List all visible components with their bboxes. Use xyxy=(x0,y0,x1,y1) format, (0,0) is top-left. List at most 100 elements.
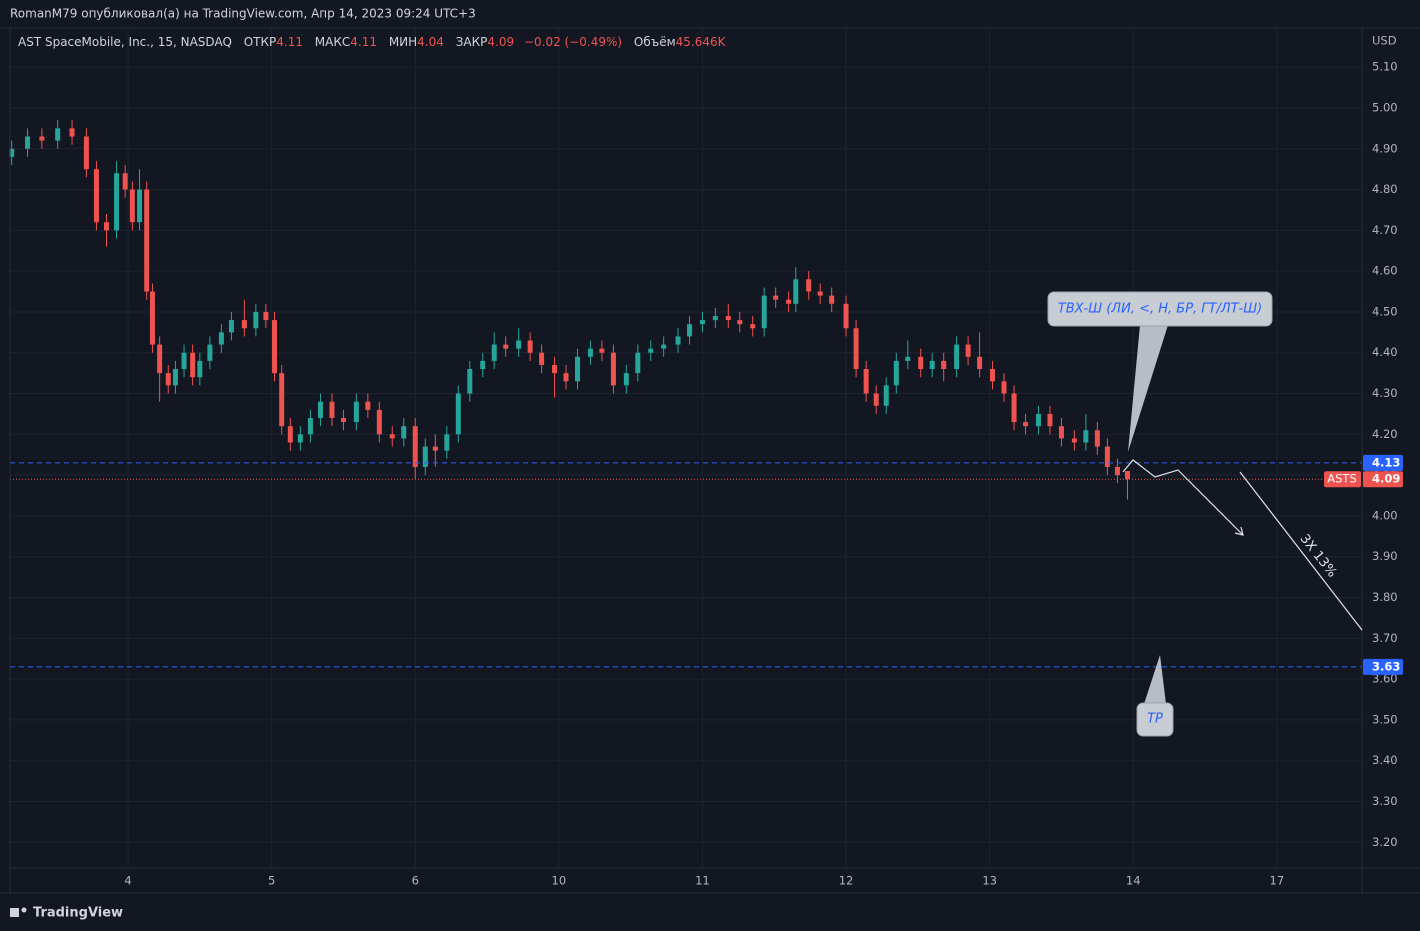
x-tick-label: 11 xyxy=(695,874,710,888)
candle-body xyxy=(263,311,269,321)
candle-body xyxy=(444,434,450,451)
y-tick-label: 4.30 xyxy=(1372,386,1398,400)
candle-body xyxy=(340,418,346,423)
tp-pointer xyxy=(1144,655,1166,704)
candle-body xyxy=(93,169,99,223)
candle-body xyxy=(297,434,303,443)
y-tick-label: 3.40 xyxy=(1372,753,1398,767)
y-tick-label: 5.10 xyxy=(1372,60,1398,74)
candle-body xyxy=(207,344,213,361)
callout-text: ТВХ-Ш (ЛИ, <, Н, БР, ГТ/ЛТ-Ш) xyxy=(1058,302,1263,317)
change: −0.02 (−0.49%) xyxy=(524,35,622,49)
candle-body xyxy=(817,291,823,296)
candle-body xyxy=(307,418,313,435)
candle-body xyxy=(941,360,947,370)
legend: AST SpaceMobile, Inc., 15, NASDAQ ОТКР4.… xyxy=(18,35,727,49)
candle-body xyxy=(157,344,163,374)
candle-body xyxy=(491,344,497,361)
low-value: 4.04 xyxy=(417,35,444,49)
symbol-tag-label: ASTS xyxy=(1327,472,1357,486)
high-value: 4.11 xyxy=(350,35,377,49)
candle-body xyxy=(725,316,731,321)
candle-body xyxy=(253,311,259,329)
open-label: ОТКР xyxy=(244,35,277,49)
candle-body xyxy=(675,336,681,345)
price-tag xyxy=(1363,471,1403,488)
candle-body xyxy=(241,320,247,329)
symbol[interactable]: AST SpaceMobile, Inc., 15, NASDAQ xyxy=(18,35,232,49)
tp-text: TP xyxy=(1147,712,1163,727)
candle-body xyxy=(467,369,473,394)
close-value: 4.09 xyxy=(487,35,514,49)
candle-body xyxy=(422,446,428,467)
candle-body xyxy=(55,128,61,141)
logo[interactable]: TradingView xyxy=(10,906,123,921)
price-tag xyxy=(1363,658,1403,675)
volume-label: Объём xyxy=(634,35,676,49)
candle-body xyxy=(401,426,407,439)
candle-body xyxy=(218,332,224,345)
tp-box xyxy=(1136,702,1174,737)
candle-body xyxy=(279,373,285,427)
y-tick-label: 5.00 xyxy=(1372,100,1398,114)
logo-mark xyxy=(10,908,19,917)
candle-body xyxy=(197,360,203,378)
candle-body xyxy=(893,360,899,386)
candle-body xyxy=(750,324,756,329)
candle-body xyxy=(432,446,438,451)
open-value: 4.11 xyxy=(276,35,303,49)
candle-body xyxy=(9,148,15,157)
candle-body xyxy=(389,434,395,439)
candle-body xyxy=(829,295,835,304)
candle-body xyxy=(687,324,693,337)
candle-body xyxy=(873,393,879,406)
candle-body xyxy=(144,189,150,292)
y-tick-label: 4.00 xyxy=(1372,508,1398,522)
x-tick-label: 13 xyxy=(982,874,997,888)
candle-body xyxy=(1094,430,1100,447)
candle-body xyxy=(1071,438,1077,443)
candle-body xyxy=(455,393,461,435)
candle-body xyxy=(552,364,558,374)
candle-body xyxy=(412,426,418,467)
candle-body xyxy=(129,189,135,223)
y-tick-label: 4.40 xyxy=(1372,345,1398,359)
x-tick-label: 12 xyxy=(839,874,854,888)
candle-body xyxy=(773,295,779,300)
y-tick-label: 3.80 xyxy=(1372,590,1398,604)
candle-body xyxy=(25,136,31,149)
forecast-path xyxy=(1122,459,1244,536)
candle-body xyxy=(480,360,486,370)
x-tick-label: 17 xyxy=(1270,874,1285,888)
candle-body xyxy=(1058,426,1064,439)
y-tick-label: 3.70 xyxy=(1372,631,1398,645)
candle-body xyxy=(761,295,767,329)
target-line xyxy=(1239,471,1363,631)
candle-body xyxy=(317,401,323,419)
candle-body xyxy=(103,222,109,231)
candle-body xyxy=(737,320,743,325)
price-tag-label: 4.13 xyxy=(1372,455,1400,469)
candle-body xyxy=(272,320,278,374)
candle-body xyxy=(1083,430,1089,443)
currency[interactable]: USD xyxy=(1372,34,1397,48)
candle-body xyxy=(149,291,155,345)
logo-text: TradingView xyxy=(33,906,123,921)
x-tick-label: 10 xyxy=(552,874,567,888)
x-tick-label: 6 xyxy=(412,874,419,888)
candle-body xyxy=(863,369,869,394)
candle-body xyxy=(918,356,924,370)
y-tick-label: 4.90 xyxy=(1372,141,1398,155)
candle-body xyxy=(905,356,911,361)
candle-body xyxy=(190,352,196,378)
candle-body xyxy=(575,356,581,382)
candle-body xyxy=(990,369,996,382)
candle-body xyxy=(977,356,983,370)
candle-body xyxy=(353,401,359,423)
candle-body xyxy=(39,136,45,141)
close-label: ЗАКР xyxy=(456,35,488,49)
candle-body xyxy=(1011,393,1017,423)
price-tag xyxy=(1363,454,1403,471)
logo-dot xyxy=(21,907,27,913)
